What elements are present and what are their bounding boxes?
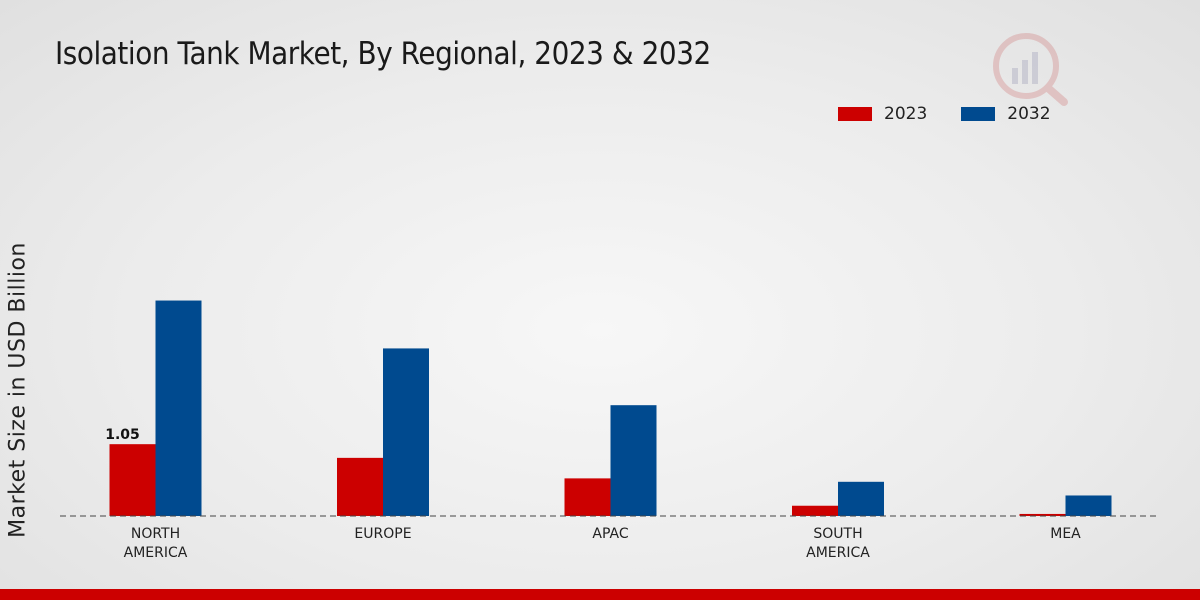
watermark-logo-icon <box>993 33 1068 106</box>
x-tick-label-4: MEA <box>1050 526 1081 542</box>
bar-2032-0 <box>155 300 202 516</box>
bar-2023-4 <box>1019 513 1066 516</box>
x-tick-label-3-line0: SOUTH <box>813 526 862 542</box>
bar-2023-3 <box>792 505 838 516</box>
legend-label-2032: 2032 <box>1007 104 1051 124</box>
legend-swatch-2032 <box>961 107 996 121</box>
bar-2032-1 <box>383 348 429 516</box>
chart-title: Isolation Tank Market, By Regional, 2023… <box>55 36 711 72</box>
legend-item-2023: 2023 <box>838 104 927 124</box>
bar-2032-4 <box>1065 495 1112 516</box>
bottom-accent-bar <box>0 589 1200 600</box>
bar-2032-2 <box>610 405 657 516</box>
bar-2023-2 <box>564 478 611 516</box>
x-tick-label-1: EUROPE <box>354 526 411 542</box>
x-tick-label-2: APAC <box>592 526 628 542</box>
data-label-0: 1.05 <box>105 427 140 443</box>
legend-label-2023: 2023 <box>884 104 928 124</box>
bar-2032-3 <box>838 481 884 516</box>
legend-swatch-2023 <box>838 107 872 121</box>
legend-item-2032: 2032 <box>961 104 1051 124</box>
x-tick-label-3-line1: AMERICA <box>806 545 870 561</box>
bar-2023-1 <box>337 457 383 516</box>
bar-2023-0 <box>109 444 156 516</box>
legend: 2023 2032 <box>838 104 1085 124</box>
x-tick-label-0-line1: AMERICA <box>124 545 188 561</box>
x-tick-label-0-line0: NORTH <box>131 526 180 542</box>
